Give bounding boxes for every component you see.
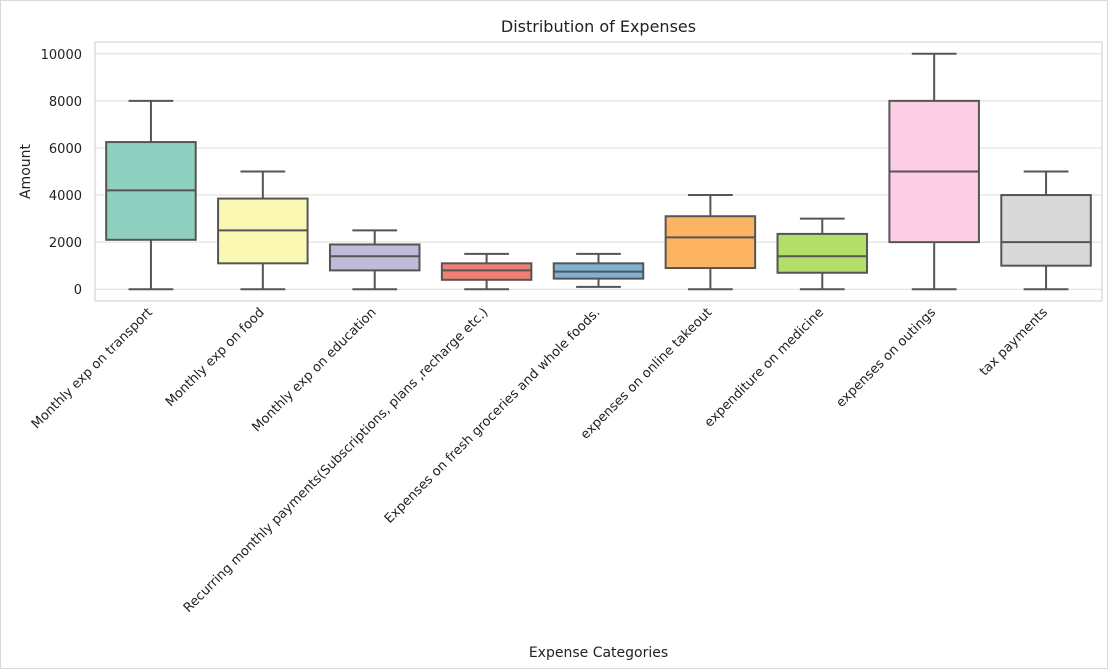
x-tick-label: Expenses on fresh groceries and whole fo… xyxy=(382,305,604,527)
y-tick-label: 2000 xyxy=(49,236,82,251)
box-3 xyxy=(440,252,533,291)
box-1 xyxy=(217,170,309,291)
iqr-box xyxy=(1000,194,1092,267)
y-tick-label: 6000 xyxy=(49,142,82,157)
y-tick-label: 0 xyxy=(74,283,82,298)
box-8 xyxy=(1000,170,1092,291)
x-tick-label: expenditure on medicine xyxy=(702,305,827,430)
box-2 xyxy=(328,229,421,291)
iqr-box xyxy=(776,232,869,274)
x-tick-label: expenses on online takeout xyxy=(578,305,715,442)
x-tick-label: Monthly exp on food xyxy=(163,305,268,410)
x-tick-label: tax payments xyxy=(977,305,1051,379)
iqr-box xyxy=(328,243,421,272)
x-tick-labels: Monthly exp on transport Monthly exp on f… xyxy=(29,305,1051,616)
y-tick-labels: 0 2000 4000 6000 8000 10000 xyxy=(41,48,82,298)
boxes xyxy=(105,52,1092,291)
iqr-box xyxy=(440,262,533,281)
plot-area xyxy=(94,41,1103,302)
x-tick-label: expenses on outings xyxy=(834,305,940,411)
y-tick-label: 10000 xyxy=(41,48,82,63)
box-4 xyxy=(552,252,645,288)
x-axis-label: Expense Categories xyxy=(529,645,668,661)
iqr-box xyxy=(664,215,757,270)
box-0 xyxy=(105,99,197,291)
x-tick-label: Monthly exp on education xyxy=(250,305,380,435)
box-5 xyxy=(664,194,757,291)
box-7 xyxy=(888,52,980,291)
x-tick-label: Monthly exp on transport xyxy=(29,305,156,432)
y-axis-label: Amount xyxy=(18,143,34,199)
chart-title: Distribution of Expenses xyxy=(501,17,696,36)
y-tick-label: 4000 xyxy=(49,189,82,204)
box-6 xyxy=(776,217,869,291)
y-tick-label: 8000 xyxy=(49,95,82,110)
